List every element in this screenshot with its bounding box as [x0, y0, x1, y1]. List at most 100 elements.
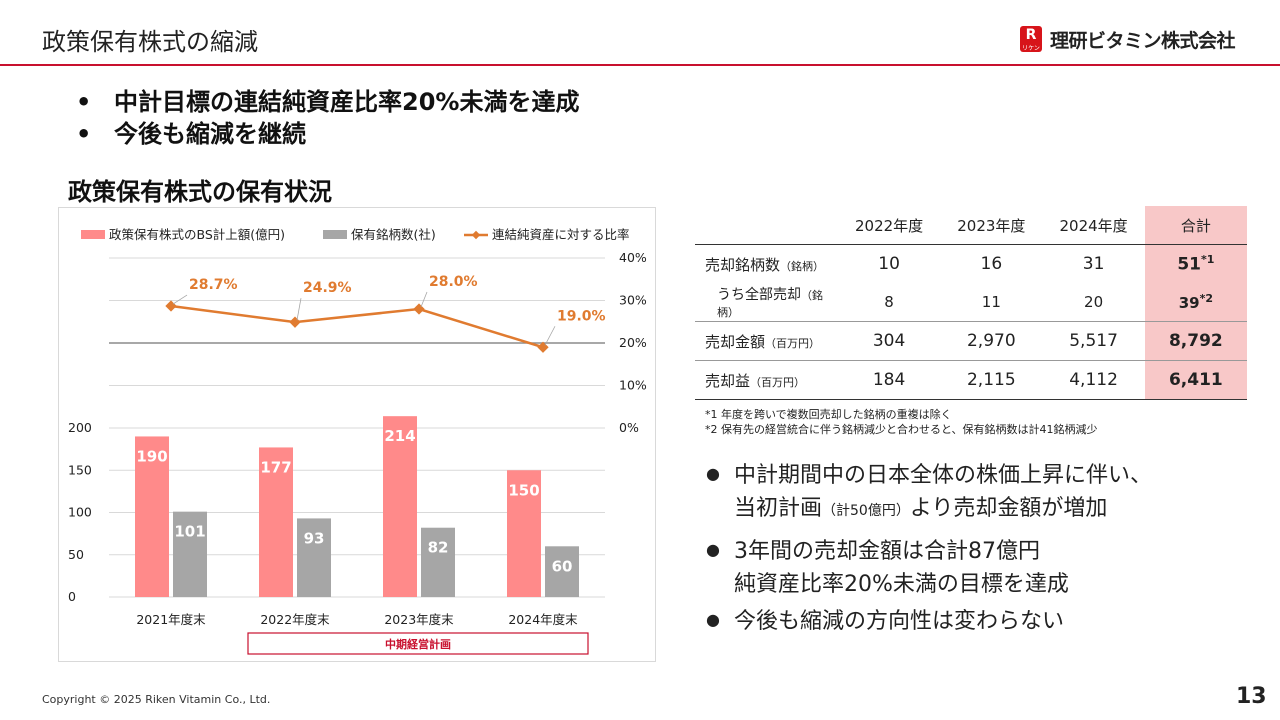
row-label: 売却金額 — [705, 332, 766, 351]
table-cell: 4,112 — [1042, 360, 1145, 400]
bar-value-label: 60 — [552, 557, 573, 575]
ratio-value-label: 28.7% — [189, 277, 238, 293]
logo-name: 理研ビタミン株式会社 — [1050, 29, 1236, 52]
point-3: ● 今後も縮減の方向性は変わらない — [706, 603, 1064, 638]
table-cell: 184 — [837, 360, 941, 400]
ratio-marker — [413, 303, 425, 315]
left-axis-tick: 200 — [68, 420, 92, 435]
bar-value-label: 214 — [384, 427, 415, 445]
total-cell: 8,792 — [1144, 321, 1247, 361]
right-axis-tick: 10% — [619, 378, 647, 393]
bar — [507, 470, 541, 597]
table-cell: 16 — [940, 244, 1043, 283]
bar — [545, 546, 579, 597]
chart-panel: 政策保有株式のBS計上額(億円) 保有銘柄数(社) 連結純資産に対する比率 200 15… — [58, 207, 656, 662]
bar-value-label: 93 — [304, 529, 325, 547]
bar — [173, 511, 207, 597]
row-unit: （百万円） — [750, 375, 806, 389]
row-unit: （百万円） — [765, 336, 821, 350]
ratio-marker — [289, 316, 301, 328]
bullet-mark: • — [76, 88, 92, 116]
bar — [383, 416, 417, 597]
table-cell: 304 — [837, 321, 941, 361]
category-tick: 2022年度末 — [260, 612, 330, 627]
row-unit: （銘柄） — [780, 259, 825, 273]
total-cell: 51 — [1177, 254, 1201, 275]
table-cell: 2,115 — [940, 360, 1043, 400]
bar-value-label: 101 — [174, 523, 205, 541]
legend-label: 保有銘柄数(社) — [351, 227, 436, 242]
left-axis-tick: 50 — [68, 547, 84, 562]
bar-value-label: 150 — [508, 481, 539, 499]
table-header: 2023年度 — [957, 216, 1026, 235]
point-mark: ● — [706, 610, 720, 629]
total-cell: 39 — [1178, 294, 1200, 312]
plan-label: 中期経営計画 — [385, 637, 451, 651]
footnote-1: *1 年度を跨いで複数回売却した銘柄の重複は除く — [705, 408, 952, 421]
label-leader — [544, 326, 556, 346]
table-row: 売却銘柄数（銘柄） 10 16 31 51*1 — [695, 244, 1247, 283]
legend-swatch — [81, 230, 105, 239]
row-unit: （銘柄） — [717, 289, 823, 319]
key-bullet-2: • 今後も縮減を継続 — [76, 120, 306, 148]
bar — [259, 447, 293, 597]
ratio-value-label: 19.0% — [557, 308, 606, 324]
point-mark: ● — [706, 540, 720, 559]
row-label: 売却益 — [705, 371, 751, 390]
label-leader — [420, 291, 428, 308]
category-tick: 2021年度末 — [136, 612, 206, 627]
page-number: 13 — [1236, 684, 1267, 709]
right-axis-tick: 0% — [619, 420, 639, 435]
logo-mark-icon: R リケン — [1020, 26, 1042, 52]
section-title: 政策保有株式の保有状況 — [68, 178, 332, 206]
footnote-2: *2 保有先の経営統合に伴う銘柄減少と合わせると、保有銘柄数は計41銘柄減少 — [705, 423, 1098, 436]
ratio-marker — [165, 300, 177, 312]
bar — [135, 436, 169, 597]
footnote-mark: *1 — [1200, 253, 1215, 267]
table-header-row: 2022年度 2023年度 2024年度 合計 — [695, 206, 1247, 245]
ratio-line — [170, 304, 544, 349]
right-axis-tick: 40% — [619, 250, 647, 265]
table-header: 2022年度 — [854, 216, 924, 235]
table-cell: 5,517 — [1042, 321, 1145, 361]
page-title: 政策保有株式の縮減 — [42, 28, 258, 56]
ratio-value-label: 28.0% — [429, 274, 478, 290]
legend-marker — [471, 230, 481, 240]
company-logo: R リケン 理研ビタミン株式会社 — [1020, 24, 1260, 54]
bar — [421, 527, 455, 597]
table-row: 売却金額（百万円） 304 2,970 5,517 8,792 — [695, 321, 1247, 361]
table-row: うち全部売却（銘柄） 8 11 20 39*2 — [695, 283, 1247, 322]
table-cell: 20 — [1084, 293, 1104, 311]
legend-label: 連結純資産に対する比率 — [492, 227, 630, 242]
row-label: 売却銘柄数 — [705, 255, 781, 274]
right-axis-tick: 20% — [619, 335, 647, 350]
row-label: うち全部売却 — [717, 287, 801, 303]
copyright: Copyright © 2025 Riken Vitamin Co., Ltd. — [42, 693, 271, 706]
table-row: 売却益（百万円） 184 2,115 4,112 6,411 — [695, 360, 1247, 400]
table-header — [695, 206, 838, 245]
bar-value-label: 177 — [260, 458, 291, 476]
sales-summary-table: 2022年度 2023年度 2024年度 合計 売却銘柄数（銘柄） 10 16 … — [695, 206, 1247, 400]
left-axis-tick: 0 — [68, 589, 76, 604]
left-axis-tick: 100 — [68, 505, 92, 520]
key-bullet-1: • 中計目標の連結純資産比率20%未満を達成 — [76, 88, 580, 116]
table-header: 2024年度 — [1059, 216, 1128, 235]
holdings-chart: 政策保有株式のBS計上額(億円) 保有銘柄数(社) 連結純資産に対する比率 200 15… — [68, 227, 647, 655]
bullet-mark: • — [76, 120, 92, 148]
table-header-total: 合計 — [1144, 206, 1247, 245]
right-axis-tick: 30% — [619, 293, 647, 308]
footnote-mark: *2 — [1199, 292, 1213, 305]
plan-box — [247, 632, 589, 655]
total-cell: 6,411 — [1144, 360, 1247, 400]
table-cell: 11 — [981, 293, 1001, 311]
category-tick: 2024年度末 — [508, 612, 578, 627]
table-cell: 10 — [837, 244, 941, 283]
table-cell: 31 — [1042, 244, 1145, 283]
legend-label: 政策保有株式のBS計上額(億円) — [109, 227, 285, 242]
header-rule — [0, 64, 1280, 66]
table-cell: 2,970 — [940, 321, 1043, 361]
table-cell: 8 — [884, 293, 894, 311]
bar-value-label: 190 — [136, 447, 167, 465]
category-tick: 2023年度末 — [384, 612, 454, 627]
label-leader — [296, 298, 302, 321]
